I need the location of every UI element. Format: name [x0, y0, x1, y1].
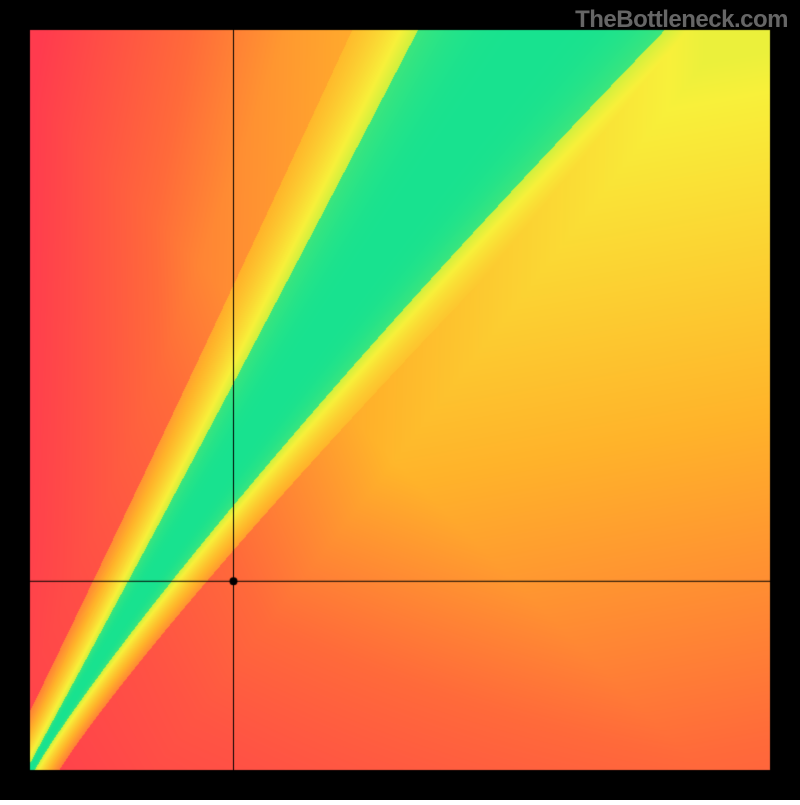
- watermark-text: TheBottleneck.com: [575, 6, 788, 34]
- heatmap-chart: [0, 0, 800, 800]
- heatmap-canvas: [0, 0, 800, 800]
